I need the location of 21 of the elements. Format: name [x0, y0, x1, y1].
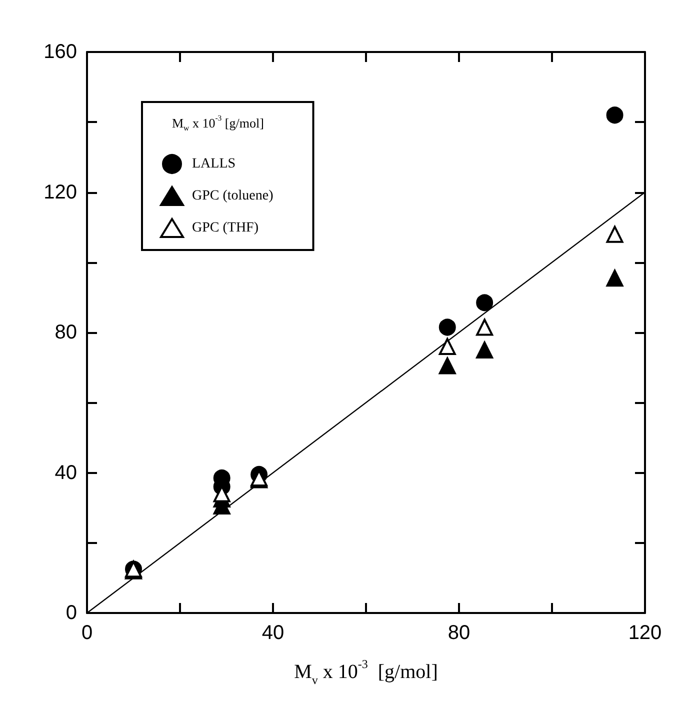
- legend-label: GPC (toluene): [192, 188, 274, 204]
- point: [438, 318, 456, 336]
- x-tick-label: 120: [628, 622, 662, 644]
- point: [476, 294, 494, 312]
- y-tick-label: 120: [44, 181, 77, 204]
- legend-label: GPC (THF): [192, 220, 259, 236]
- point: [476, 342, 494, 359]
- point: [606, 270, 624, 287]
- x-tick-label: 40: [262, 622, 284, 644]
- y-tick-label: 40: [54, 462, 77, 484]
- point: [476, 318, 494, 336]
- point: [438, 338, 456, 356]
- x-tick-label: 0: [81, 622, 93, 644]
- point: [438, 357, 456, 374]
- legend-label: LALLS: [192, 156, 236, 172]
- x-tick-label: 80: [448, 622, 470, 644]
- y-tick-label: 0: [66, 602, 77, 624]
- point: [606, 106, 624, 124]
- y-tick-label: 80: [54, 322, 77, 344]
- point: [606, 226, 624, 243]
- y-tick-label: 160: [44, 41, 77, 63]
